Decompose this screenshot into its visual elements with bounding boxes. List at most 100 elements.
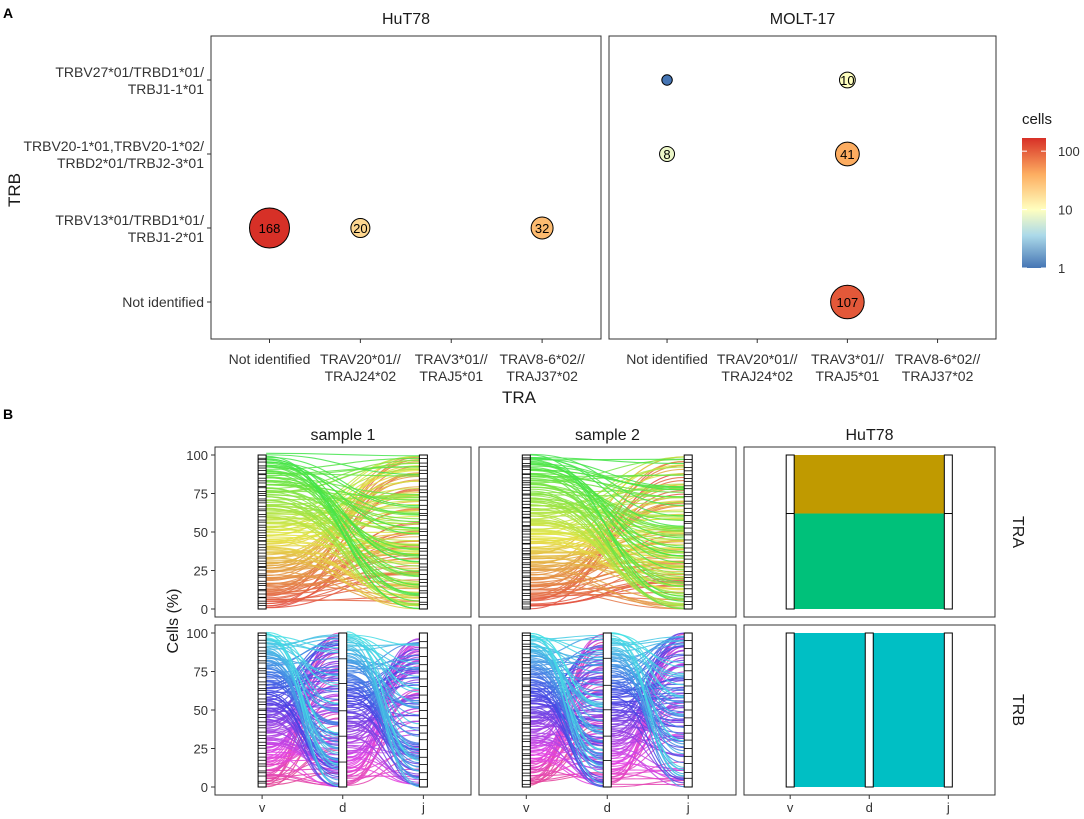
alluvial-flow-trb-vd: [530, 732, 604, 752]
alluvial-flow-tra: [530, 474, 685, 529]
alluvial-flow-trb-vd: [530, 670, 604, 770]
alluvial-flow-trb-vd: [266, 633, 339, 705]
alluvial-flow-tra: [530, 561, 685, 581]
alluvial-flow-trb-dj: [346, 745, 420, 781]
y-tick-label: Not identified: [122, 294, 204, 310]
x-tick-label: TRAV20*01//TRAJ24*02: [717, 351, 798, 384]
alluvial-flow-trb-vd: [530, 653, 604, 663]
facet-panel-0: [210, 35, 602, 340]
row-strip-label-0: TRA: [1009, 516, 1026, 548]
alluvial-flow-tra: [530, 492, 685, 595]
alluvial-flow-trb-dj: [346, 681, 420, 778]
alluvial-flow-tra: [266, 517, 420, 529]
stratum-j: [683, 454, 693, 610]
alluvial-flow-tra: [530, 453, 685, 506]
alluvial-flow-trb-vd: [266, 635, 339, 646]
alluvial-flow-tra: [266, 477, 420, 496]
alluvial-flow-tra: [266, 456, 420, 507]
alluvial-flow-trb-vd: [530, 710, 604, 788]
alluvial-flow-trb-vd: [530, 741, 604, 777]
panel-letter-b: B: [3, 406, 13, 422]
x-tick-label: TRAV20*01//TRAJ24*02: [320, 351, 401, 384]
x-tick-label-b: d: [866, 800, 873, 815]
bubble-point: [834, 141, 860, 167]
alluvial-flow-trb-vd: [266, 773, 339, 784]
alluvial-flow-trb-vd: [530, 635, 604, 767]
y-tick-label-b: 100: [186, 626, 208, 641]
alluvial-flow-tra: [530, 472, 685, 498]
alluvial-flow-trb-vd: [530, 636, 604, 652]
alluvial-flow-trb-vd: [530, 672, 604, 675]
alluvial-flow-trb-vd: [266, 659, 339, 784]
alluvial-band-trb-dj: [873, 633, 945, 787]
y-tick-label-b: 0: [201, 602, 208, 617]
alluvial-flow-trb-dj: [346, 649, 420, 788]
alluvial-flow-trb-dj: [346, 654, 420, 674]
alluvial-flow-trb-dj: [611, 718, 685, 741]
alluvial-flow-trb-dj: [346, 668, 420, 691]
alluvial-flow-tra: [530, 532, 685, 542]
y-tick-label-b: 0: [201, 780, 208, 795]
alluvial-flow-trb-vd: [530, 771, 604, 781]
y-tick-label-b: 25: [194, 564, 208, 579]
alluvial-flow-tra: [266, 461, 420, 596]
alluvial-flow-tra: [266, 596, 420, 603]
bubble-point: [661, 74, 673, 86]
bubble-label: 32: [535, 221, 549, 236]
alluvial-flow-trb-dj: [611, 638, 685, 778]
alluvial-band-tra-2: [794, 513, 945, 609]
x-tick-label-b: j: [421, 800, 425, 815]
alluvial-flow-trb-vd: [266, 643, 339, 652]
alluvial-flow-trb-vd: [266, 687, 339, 694]
bubble-label: 20: [353, 221, 367, 236]
stratum-v: [521, 632, 531, 788]
alluvial-flow-tra: [530, 486, 685, 554]
alluvial-flow-tra: [266, 557, 420, 604]
bubble-label: 107: [837, 295, 859, 310]
alluvial-flow-trb-dj: [346, 757, 420, 786]
alluvial-flow-trb-dj: [611, 714, 685, 743]
alluvial-flow-trb-dj: [611, 652, 685, 699]
x-tick-label-b: d: [339, 800, 346, 815]
bubble-point: [249, 207, 290, 249]
alluvial-flow-tra: [266, 504, 420, 606]
alluvial-flow-tra: [530, 529, 685, 569]
legend-colorbar: [1022, 138, 1046, 268]
y-tick-label-b: 75: [194, 487, 208, 502]
alluvial-flow-trb-vd: [530, 634, 604, 751]
alluvial-flow-trb-dj: [611, 646, 685, 716]
alluvial-flow-tra: [266, 572, 420, 593]
alluvial-flow-trb-vd: [530, 639, 604, 722]
alluvial-flow-tra: [530, 541, 685, 591]
alluvial-flow-trb-vd: [530, 632, 604, 708]
x-axis-title: TRA: [502, 388, 537, 407]
alluvial-flow-tra: [530, 454, 685, 602]
alluvial-flow-trb-dj: [346, 705, 420, 772]
alluvial-flow-trb-dj: [611, 637, 685, 742]
bubble-point: [659, 146, 676, 162]
alluvial-flow-trb-vd: [266, 637, 339, 737]
alluvial-flow-trb-dj: [611, 708, 685, 784]
alluvial-flow-tra: [530, 473, 685, 610]
alluvial-flow-tra: [266, 452, 420, 457]
alluvial-flow-tra: [266, 480, 420, 550]
alluvial-flow-tra: [266, 561, 420, 586]
alluvial-flow-tra: [266, 547, 420, 571]
bubble-label: 8: [663, 147, 670, 162]
alluvial-flow-tra: [530, 488, 685, 559]
facet-title-0: HuT78: [382, 11, 430, 28]
bubble-point: [350, 217, 371, 239]
alluvial-flow-tra: [530, 568, 685, 610]
alluvial-flow-trb-dj: [611, 632, 685, 697]
alluvial-flow-tra: [530, 557, 685, 572]
alluvial-flow-tra: [266, 571, 420, 578]
alluvial-flow-tra: [266, 556, 420, 607]
alluvial-flow-trb-dj: [346, 636, 420, 750]
alluvial-flow-trb-dj: [346, 734, 420, 752]
alluvial-flow-tra: [266, 470, 420, 573]
alluvial-flow-trb-dj: [346, 641, 420, 677]
facet-title-1: MOLT-17: [770, 11, 836, 28]
alluvial-flow-trb-vd: [266, 656, 339, 713]
